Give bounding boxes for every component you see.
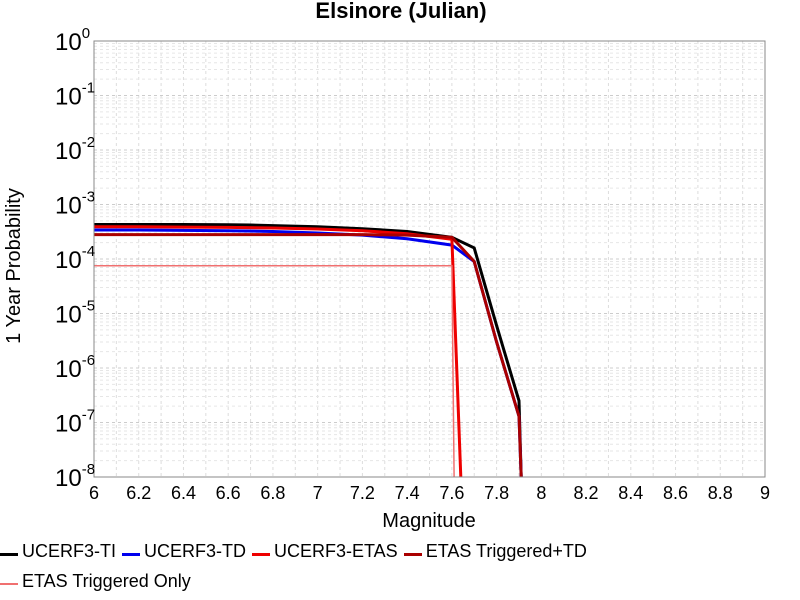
x-tick-label: 7.4 bbox=[395, 483, 420, 503]
legend-swatch bbox=[0, 552, 18, 556]
legend-swatch bbox=[403, 552, 422, 556]
legend-label: ETAS Triggered+TD bbox=[425, 540, 587, 561]
x-axis-label: Magnitude bbox=[382, 510, 475, 532]
x-tick-label: 6.2 bbox=[126, 483, 151, 503]
y-tick-label: 10-5 bbox=[55, 298, 95, 329]
series-line-0 bbox=[94, 223, 523, 478]
chart-title: Elsinore (Julian) bbox=[315, 0, 486, 23]
legend-label: ETAS Triggered Only bbox=[22, 570, 191, 591]
legend-item: UCERF3-TD bbox=[122, 541, 246, 562]
x-tick-label: 6.6 bbox=[216, 483, 241, 503]
x-tick-label: 8.4 bbox=[618, 483, 643, 503]
y-tick-label: 10-7 bbox=[55, 407, 95, 438]
legend-row: ETAS Triggered Only bbox=[0, 566, 800, 596]
x-tick-label: 7 bbox=[313, 483, 323, 503]
x-tick-label: 7.6 bbox=[439, 483, 464, 503]
series-line-4 bbox=[94, 265, 455, 478]
x-tick-label: 6.8 bbox=[260, 483, 285, 503]
x-tick-label: 6 bbox=[89, 483, 99, 503]
legend-item: ETAS Triggered Only bbox=[0, 571, 191, 592]
legend-swatch bbox=[0, 583, 18, 585]
series-group bbox=[94, 223, 523, 478]
chart: Elsinore (Julian) 6 6.2 6.4 6.6 6.8 7 7.2 7.4 7.… bbox=[3, 0, 770, 532]
legend-label: UCERF3-ETAS bbox=[274, 540, 398, 561]
legend-swatch bbox=[122, 552, 140, 556]
y-tick-label: 10-8 bbox=[55, 461, 95, 492]
y-axis-label: 1 Year Probability bbox=[3, 188, 25, 344]
x-tick-label: 8.8 bbox=[708, 483, 733, 503]
legend-row: UCERF3-TI UCERF3-TD UCERF3-ETAS ETAS Trigge… bbox=[0, 536, 800, 566]
legend-swatch bbox=[252, 552, 270, 556]
y-ticks: 100 10-1 10-2 10-3 10-4 10-5 10-6 10-7 10-8 bbox=[55, 25, 95, 492]
x-tick-label: 8.2 bbox=[574, 483, 599, 503]
legend-label: UCERF3-TI bbox=[22, 540, 116, 561]
legend-item: UCERF3-ETAS bbox=[252, 541, 398, 562]
series-line-3 bbox=[94, 233, 523, 478]
x-tick-label: 6.4 bbox=[171, 483, 196, 503]
y-tick-label: 10-4 bbox=[55, 243, 95, 274]
x-tick-label: 8.6 bbox=[663, 483, 688, 503]
x-tick-label: 7.2 bbox=[350, 483, 375, 503]
plot-frame bbox=[93, 40, 766, 478]
legend: UCERF3-TI UCERF3-TD UCERF3-ETAS ETAS Trigge… bbox=[0, 536, 800, 596]
legend-item: ETAS Triggered+TD bbox=[403, 540, 587, 562]
y-tick-label: 10-3 bbox=[55, 189, 95, 220]
legend-label: UCERF3-TD bbox=[144, 540, 246, 561]
x-tick-label: 7.8 bbox=[484, 483, 509, 503]
legend-item: UCERF3-TI bbox=[0, 541, 116, 562]
x-tick-label: 9 bbox=[760, 483, 770, 503]
y-tick-label: 10-6 bbox=[55, 352, 95, 383]
x-tick-label: 8 bbox=[536, 483, 546, 503]
x-ticks: 6 6.2 6.4 6.6 6.8 7 7.2 7.4 7.6 7.8 8 8.2 8.4 8.6 8.8 9 bbox=[89, 483, 770, 503]
y-tick-label: 10-1 bbox=[55, 80, 95, 111]
y-tick-label: 10-2 bbox=[55, 134, 95, 165]
grid bbox=[93, 41, 766, 478]
y-tick-label: 100 bbox=[55, 25, 90, 56]
